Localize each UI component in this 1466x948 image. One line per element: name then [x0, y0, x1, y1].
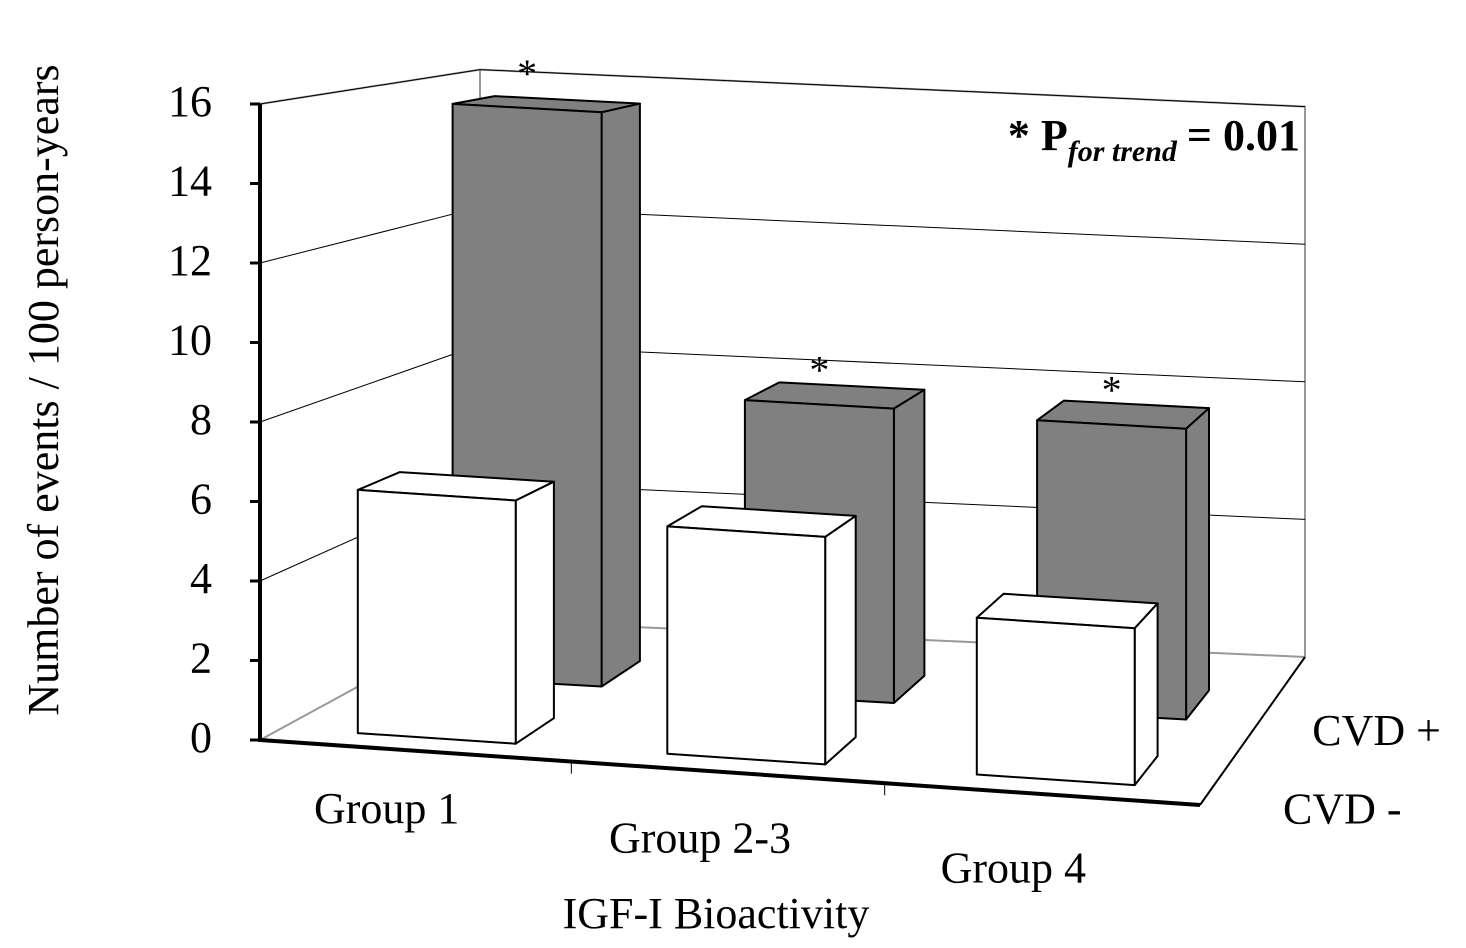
significance-marker: * — [517, 51, 537, 96]
x-tick-label: Group 1 — [314, 784, 459, 833]
grid-line — [259, 206, 1306, 264]
y-tick-label: 16 — [168, 77, 212, 126]
y-tick-label: 2 — [190, 634, 212, 683]
annotation-prefix: * P — [1008, 111, 1068, 160]
annotation-subscript: for trend — [1068, 135, 1178, 168]
y-tick-label: 10 — [168, 316, 212, 365]
bar-side — [1133, 602, 1159, 787]
bar-front — [975, 616, 1136, 787]
y-axis-label: Number of events / 100 person-years — [19, 64, 68, 715]
bar-side — [1185, 407, 1210, 721]
y-tick-label: 4 — [190, 554, 212, 603]
x-axis-label: IGF-I Bioactivity — [563, 889, 870, 938]
y-tick-label: 6 — [190, 475, 212, 524]
bar-side — [514, 480, 555, 745]
y-tick-label: 12 — [168, 236, 212, 285]
bar-side — [600, 102, 641, 688]
legend-label: CVD + — [1312, 706, 1441, 755]
significance-marker: * — [1102, 368, 1122, 413]
bar-side — [892, 388, 926, 704]
bar-front — [356, 488, 517, 745]
y-tick-label: 0 — [190, 713, 212, 762]
bar-side — [824, 514, 857, 766]
significance-marker: * — [809, 348, 829, 393]
x-axis — [259, 738, 1201, 807]
grid-line — [259, 69, 1306, 108]
y-tick-label: 14 — [168, 157, 212, 206]
x-tick-label: Group 2-3 — [609, 814, 791, 863]
x-tick-label: Group 4 — [941, 843, 1086, 892]
annotation: * Pfor trend = 0.01 — [1008, 111, 1300, 168]
depth-axis — [1199, 656, 1306, 806]
bar-front — [666, 525, 827, 766]
legend-label: CVD - — [1283, 784, 1402, 833]
bar — [975, 592, 1159, 787]
bar — [356, 471, 555, 745]
bar — [666, 505, 857, 766]
y-tick-label: 8 — [190, 395, 212, 444]
annotation-suffix: = 0.01 — [1187, 111, 1300, 160]
